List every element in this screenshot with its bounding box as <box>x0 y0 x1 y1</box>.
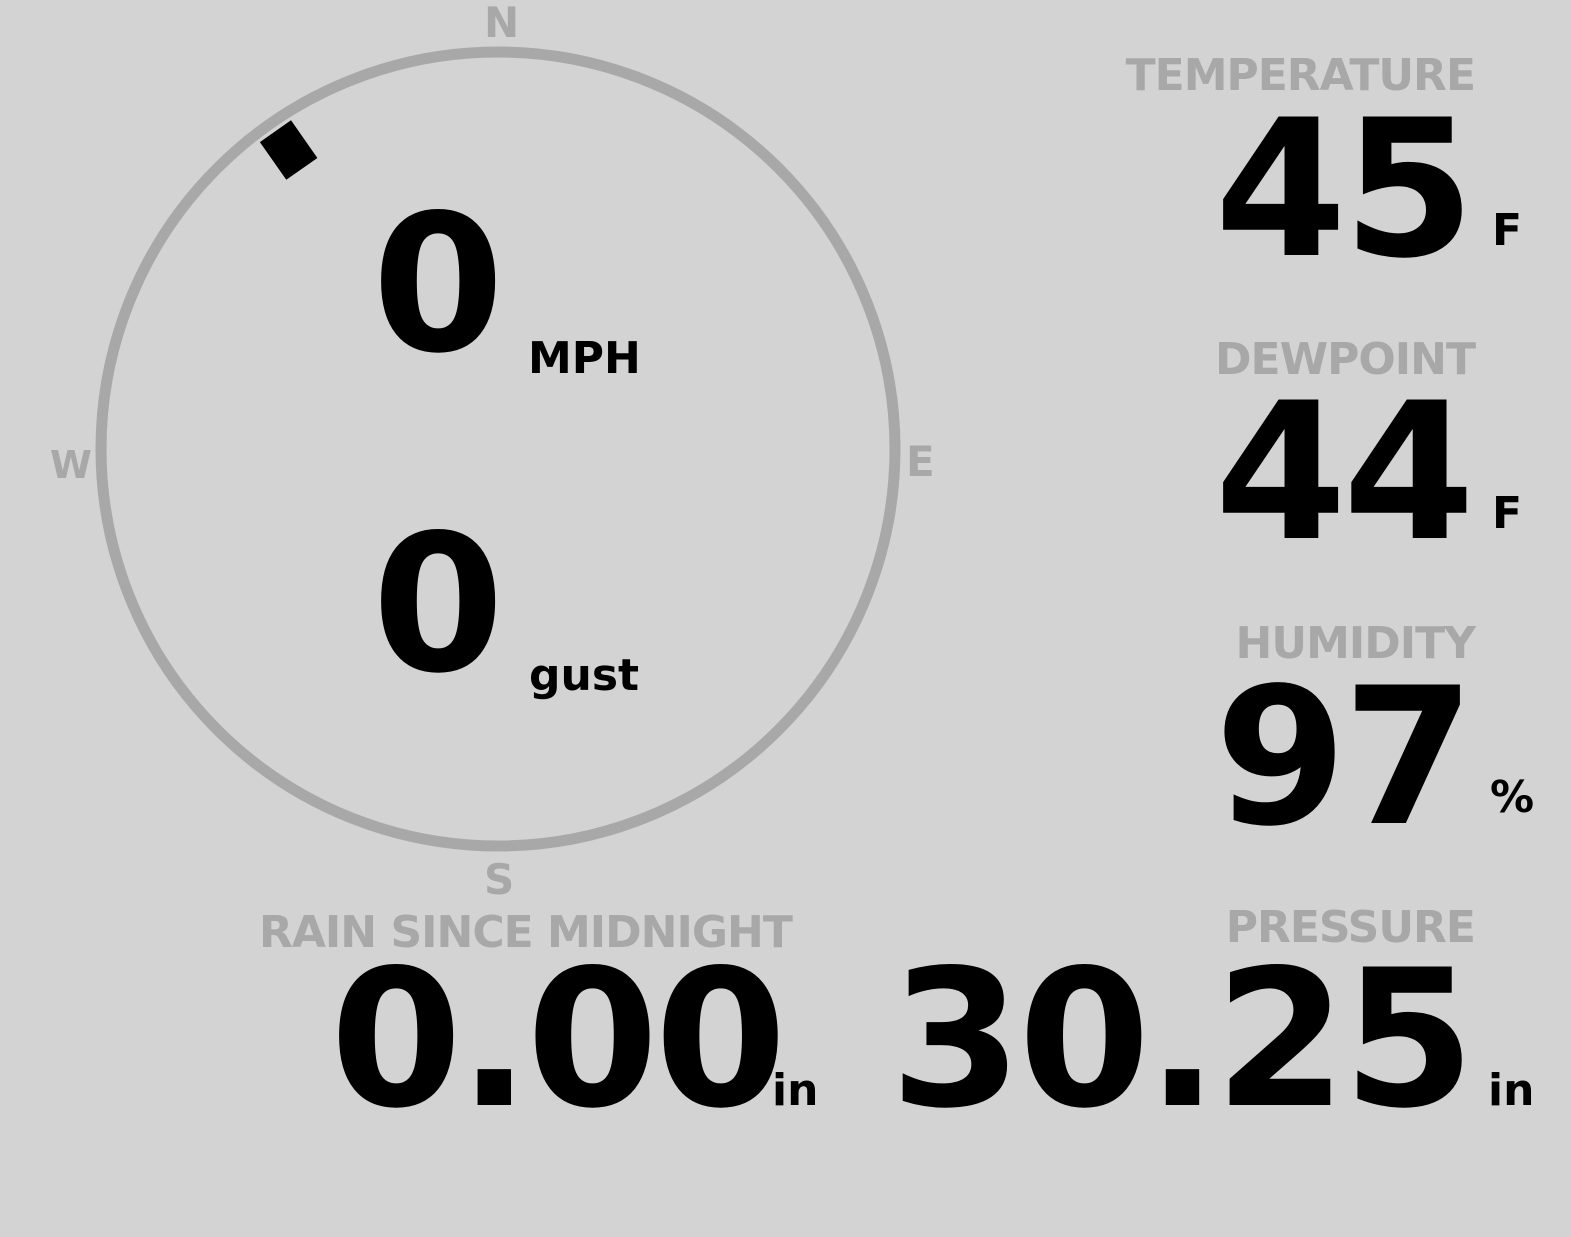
compass-south: S <box>484 855 515 904</box>
wind-gust-value: 0 <box>372 494 504 715</box>
temperature-value: 45 <box>1214 79 1475 300</box>
wind-direction-marker <box>259 120 318 180</box>
dewpoint-unit: F <box>1492 488 1523 539</box>
dewpoint-value: 44 <box>1214 362 1475 583</box>
humidity-unit: % <box>1490 772 1535 823</box>
temperature-unit: F <box>1492 205 1523 256</box>
compass-dial <box>95 46 901 852</box>
wind-speed-value: 0 <box>372 174 504 395</box>
rain-unit: in <box>772 1065 819 1116</box>
pressure-label: PRESSURE <box>1225 902 1476 953</box>
compass-east: E <box>906 437 935 486</box>
rain-value: 0.00 <box>330 929 787 1150</box>
wind-gust-unit: gust <box>529 650 640 701</box>
compass-west: W <box>50 443 92 487</box>
temperature-label: TEMPERATURE <box>1125 50 1476 101</box>
humidity-value: 97 <box>1214 647 1475 868</box>
pressure-unit: in <box>1488 1065 1535 1116</box>
wind-speed-unit: MPH <box>528 333 641 384</box>
compass-north: N <box>484 0 520 47</box>
dewpoint-label: DEWPOINT <box>1215 334 1476 385</box>
pressure-value: 30.25 <box>890 929 1475 1150</box>
compass-ring <box>95 46 901 852</box>
rain-label: RAIN SINCE MIDNIGHT <box>259 907 793 958</box>
humidity-label: HUMIDITY <box>1235 618 1476 669</box>
